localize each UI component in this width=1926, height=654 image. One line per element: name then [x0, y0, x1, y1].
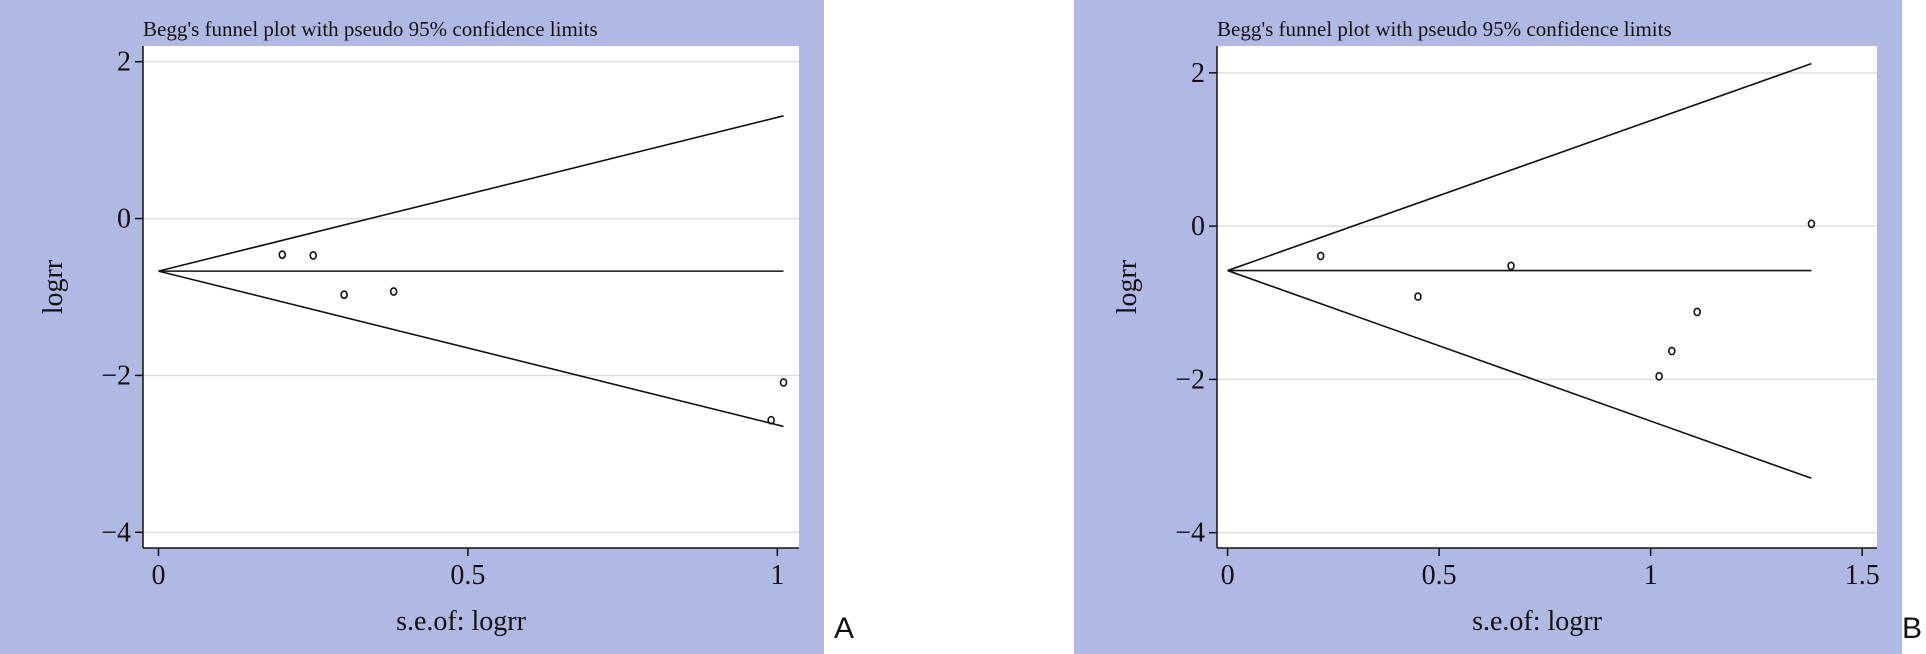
x-tick-label: 1.5: [1845, 560, 1880, 591]
study-point: [278, 250, 287, 260]
study-point: [1507, 261, 1515, 271]
study-point: [1655, 371, 1663, 381]
study-point: [1414, 292, 1422, 302]
study-point: [1693, 307, 1701, 317]
study-point: [1668, 346, 1676, 356]
upper-confidence-limit: [158, 115, 784, 272]
y-tick-label: 0: [117, 204, 131, 235]
y-axis-title: logrr: [1112, 259, 1143, 314]
y-tick-label: −2: [1175, 364, 1205, 395]
x-tick-label: 0: [1221, 560, 1235, 591]
funnel-plot-a: Begg's funnel plot with pseudo 95% confi…: [0, 0, 824, 654]
lower-confidence-limit: [1227, 269, 1812, 480]
study-point: [309, 251, 317, 260]
study-point: [1807, 219, 1816, 229]
study-point: [767, 415, 775, 425]
lower-confidence-limit: [158, 270, 784, 428]
y-tick-label: 0: [1191, 211, 1205, 242]
y-tick-label: −4: [1175, 518, 1205, 549]
x-axis-title: s.e.of: logrr: [1472, 606, 1603, 637]
y-tick-label: 2: [117, 47, 131, 78]
study-point: [389, 287, 398, 296]
chart-title: Begg's funnel plot with pseudo 95% confi…: [1217, 17, 1672, 41]
funnel-plot-b: Begg's funnel plot with pseudo 95% confi…: [1074, 0, 1902, 654]
x-tick-label: 0.5: [1422, 560, 1457, 591]
x-tick-label: 0: [151, 560, 165, 591]
plot-area: [143, 46, 799, 548]
study-point: [1316, 251, 1325, 261]
funnel-plot-panel-a: Begg's funnel plot with pseudo 95% confi…: [0, 0, 824, 654]
y-tick-label: −4: [101, 517, 131, 548]
x-tick-label: 0.5: [450, 560, 485, 591]
chart-title: Begg's funnel plot with pseudo 95% confi…: [143, 17, 598, 41]
y-axis-title: logrr: [38, 259, 69, 314]
study-point: [340, 290, 348, 300]
panel-label-b: B: [1902, 612, 1923, 645]
y-tick-label: 2: [1191, 58, 1205, 89]
funnel-plot-panel-b: Begg's funnel plot with pseudo 95% confi…: [1074, 0, 1902, 654]
upper-confidence-limit: [1227, 62, 1812, 272]
y-tick-label: −2: [101, 360, 131, 391]
x-tick-label: 1: [1644, 560, 1658, 591]
x-axis-title: s.e.of: logrr: [396, 606, 527, 637]
x-tick-label: 1: [770, 560, 784, 591]
plot-area: [1217, 46, 1877, 548]
panel-label-a: A: [834, 612, 855, 645]
study-point: [779, 378, 788, 387]
